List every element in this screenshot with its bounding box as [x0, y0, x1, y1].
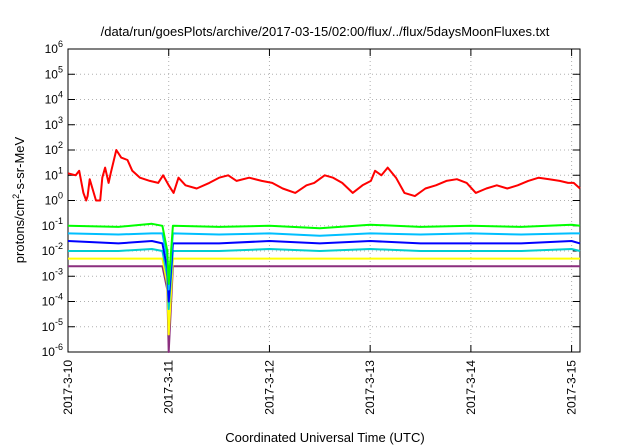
y-tick-label-exp: -3	[55, 266, 63, 276]
y-tick-label: 106	[45, 39, 63, 56]
x-tick-label: 2017-3-10	[61, 360, 75, 415]
y-tick-label-exp: 5	[58, 64, 63, 74]
y-tick-label-base: 10	[42, 320, 56, 334]
plot-border	[67, 48, 581, 353]
y-tick-label-base: 10	[42, 219, 56, 233]
y-tick-label: 101	[45, 165, 63, 182]
y-tick-label-exp: -6	[55, 342, 63, 352]
x-tick-label: 2017-3-14	[464, 360, 478, 415]
y-axis-label-rest: -s-sr-MeV	[12, 136, 27, 193]
y-tick-label-exp: -1	[55, 216, 63, 226]
series-line-1	[67, 149, 581, 202]
y-axis-label: protons/cm2-s-sr-MeV	[11, 136, 27, 263]
y-tick-label-base: 10	[42, 244, 56, 258]
plot-frame	[67, 48, 581, 353]
y-tick-label-base: 10	[45, 168, 59, 182]
series-layer	[67, 149, 581, 353]
chart-title: /data/run/goesPlots/archive/2017-03-15/0…	[101, 24, 550, 39]
y-tick-label-exp: 1	[58, 165, 63, 175]
y-tick-label: 10-3	[42, 266, 63, 283]
y-tick-label: 10-5	[42, 317, 63, 334]
x-axis-label: Coordinated Universal Time (UTC)	[225, 430, 424, 445]
x-tick-label: 2017-3-12	[262, 360, 276, 415]
series-line-6	[68, 257, 580, 336]
x-tick-label: 2017-3-15	[565, 360, 579, 415]
y-tick-label: 10-2	[42, 241, 63, 258]
y-tick-label-exp: 3	[58, 115, 63, 125]
y-tick-label-base: 10	[45, 42, 59, 56]
y-axis-label-exp: 2	[11, 194, 21, 199]
y-tick-label-base: 10	[42, 269, 56, 283]
x-tick-label: 2017-3-13	[363, 360, 377, 415]
y-tick-label: 10-1	[42, 216, 63, 233]
x-tick-label: 2017-3-11	[162, 360, 176, 414]
y-tick-label-exp: 2	[58, 140, 63, 150]
x-axis-ticks: 2017-3-10 2017-3-11 2017-3-12 2017-3-13 2017…	[61, 360, 579, 415]
y-tick-label: 10-6	[42, 342, 63, 359]
series-line-7	[68, 265, 580, 353]
series-line-2	[67, 222, 581, 285]
y-axis-ticks: 10-610-510-410-310-210-11001011021031041…	[42, 39, 63, 359]
y-tick-label-exp: -4	[55, 292, 63, 302]
y-axis-label-base: protons/cm	[12, 199, 27, 263]
y-tick-label-exp: 0	[58, 191, 63, 201]
y-tick-label-exp: 4	[58, 90, 63, 100]
y-tick-label: 10-4	[42, 292, 63, 309]
y-tick-label-exp: -5	[55, 317, 63, 327]
y-tick-label-base: 10	[45, 194, 59, 208]
series-line-5	[68, 248, 581, 311]
y-tick-label-exp: 6	[58, 39, 63, 49]
series-line-3	[67, 232, 580, 291]
y-tick-label-base: 10	[45, 93, 59, 107]
y-tick-label: 103	[45, 115, 63, 132]
y-tick-label-exp: -2	[55, 241, 63, 251]
y-tick-label-base: 10	[45, 143, 59, 157]
grid-layer	[67, 48, 580, 353]
series-line-4	[67, 240, 581, 303]
y-tick-label-base: 10	[42, 345, 56, 359]
y-tick-label: 105	[45, 64, 63, 81]
y-tick-label: 104	[45, 90, 63, 107]
y-tick-label-base: 10	[45, 118, 59, 132]
y-tick-label: 100	[45, 191, 63, 208]
y-tick-label-base: 10	[42, 295, 56, 309]
y-tick-label: 102	[45, 140, 63, 157]
y-tick-label-base: 10	[45, 67, 59, 81]
